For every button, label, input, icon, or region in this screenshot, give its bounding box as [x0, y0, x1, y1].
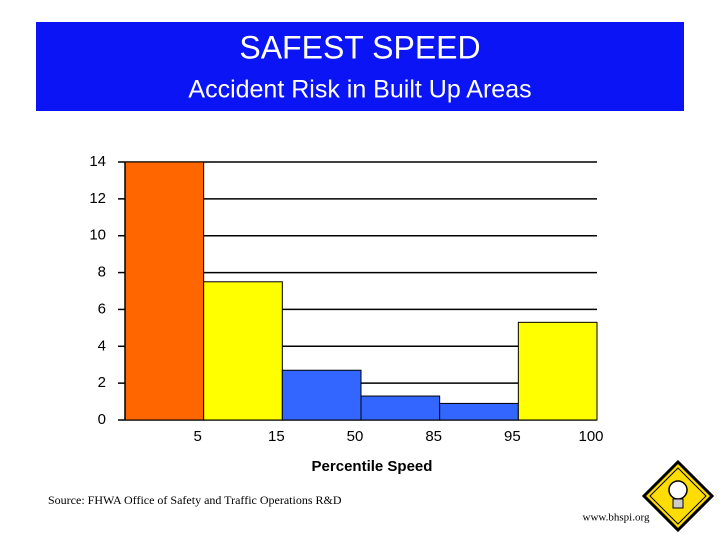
y-tick-label: 14 — [89, 153, 106, 170]
bar — [360, 395, 441, 421]
y-tick-label: 8 — [98, 264, 106, 281]
chart-subtitle: Accident Risk in Built Up Areas — [188, 76, 531, 104]
y-tick-label: 0 — [98, 411, 106, 428]
x-axis-label: Percentile Speed — [312, 458, 433, 475]
y-tick-label: 10 — [89, 227, 106, 244]
y-tick-label: 2 — [98, 374, 106, 391]
bar — [203, 281, 283, 421]
x-tick-label: 100 — [578, 428, 603, 445]
source-note: Source: FHWA Office of Safety and Traffi… — [48, 493, 342, 507]
x-tick-label: 15 — [268, 428, 285, 445]
y-tick-label: 12 — [89, 190, 106, 207]
website: www.bhspi.org — [583, 512, 650, 524]
x-tick-label: 85 — [425, 428, 442, 445]
x-tick-label: 50 — [347, 428, 364, 445]
bar — [124, 161, 205, 421]
bar — [281, 369, 362, 421]
y-tick-label: 4 — [98, 337, 106, 354]
x-tick-label: 95 — [504, 428, 521, 445]
x-tick-label: 5 — [193, 428, 201, 445]
header-banner — [36, 22, 684, 111]
lightbulb-sign — [641, 459, 715, 533]
bar — [517, 321, 598, 421]
y-tick-label: 6 — [98, 300, 106, 317]
bar — [439, 402, 519, 421]
chart-title: SAFEST SPEED — [239, 29, 480, 65]
